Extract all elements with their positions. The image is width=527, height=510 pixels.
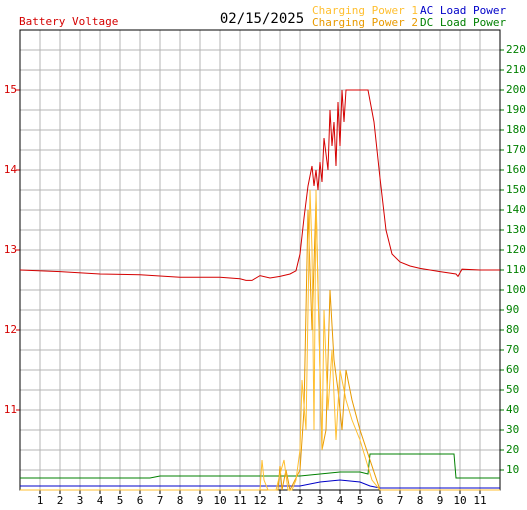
y2-tick-label: 120 — [506, 243, 526, 256]
x-tick-label: 8 — [417, 494, 424, 507]
x-tick-label: 7 — [397, 494, 404, 507]
series-line — [20, 453, 500, 479]
y2-tick-label: 130 — [506, 223, 526, 236]
x-tick-label: 7 — [157, 494, 164, 507]
x-tick-label: 10 — [213, 494, 226, 507]
y2-tick-label: 40 — [506, 403, 519, 416]
y2-tick-label: 160 — [506, 163, 526, 176]
x-tick-label: 12 — [253, 494, 266, 507]
y-tick-label: 14 — [4, 163, 18, 176]
y2-tick-label: 70 — [506, 343, 519, 356]
y2-tick-label: 210 — [506, 63, 526, 76]
y2-tick-label: 220 — [506, 43, 526, 56]
y2-tick-label: 80 — [506, 323, 519, 336]
y2-tick-label: 100 — [506, 283, 526, 296]
y2-tick-label: 180 — [506, 123, 526, 136]
series-line — [20, 189, 500, 491]
y-tick-label: 12 — [4, 323, 17, 336]
x-tick-label: 10 — [453, 494, 466, 507]
legend-entry: Charging Power 1 — [312, 4, 418, 17]
x-tick-label: 11 — [233, 494, 246, 507]
y2-tick-label: 60 — [506, 363, 519, 376]
x-tick-label: 5 — [357, 494, 364, 507]
y2-tick-label: 90 — [506, 303, 519, 316]
x-tick-label: 8 — [177, 494, 184, 507]
y2-tick-label: 190 — [506, 103, 526, 116]
x-tick-label: 9 — [197, 494, 204, 507]
y2-tick-label: 30 — [506, 423, 519, 436]
x-tick-label: 2 — [297, 494, 304, 507]
x-tick-label: 3 — [317, 494, 324, 507]
y2-tick-label: 10 — [506, 463, 519, 476]
x-tick-label: 1 — [277, 494, 284, 507]
x-tick-label: 4 — [97, 494, 104, 507]
y2-tick-label: 140 — [506, 203, 526, 216]
legend-entry: Charging Power 2 — [312, 16, 418, 29]
x-tick-label: 2 — [57, 494, 64, 507]
chart-title: Battery Voltage — [19, 15, 118, 28]
legend-entry: DC Load Power — [420, 16, 506, 29]
y2-tick-label: 170 — [506, 143, 526, 156]
x-tick-label: 5 — [117, 494, 124, 507]
y2-tick-label: 110 — [506, 263, 526, 276]
x-tick-label: 6 — [377, 494, 384, 507]
x-tick-label: 3 — [77, 494, 84, 507]
x-tick-label: 1 — [37, 494, 44, 507]
series-line — [19, 89, 500, 281]
x-tick-label: 4 — [337, 494, 344, 507]
date: 02/15/2025 — [220, 11, 304, 27]
y-tick-label: 13 — [4, 243, 17, 256]
x-tick-label: 9 — [437, 494, 444, 507]
y2-tick-label: 200 — [506, 83, 526, 96]
y-tick-label: 15 — [4, 83, 17, 96]
y2-tick-label: 20 — [506, 443, 519, 456]
x-tick-label: 6 — [137, 494, 144, 507]
y-tick-label: 11 — [4, 403, 17, 416]
y2-tick-label: 50 — [506, 383, 519, 396]
y2-tick-label: 150 — [506, 183, 526, 196]
legend-entry: AC Load Power — [420, 4, 506, 17]
x-tick-label: 11 — [473, 494, 486, 507]
